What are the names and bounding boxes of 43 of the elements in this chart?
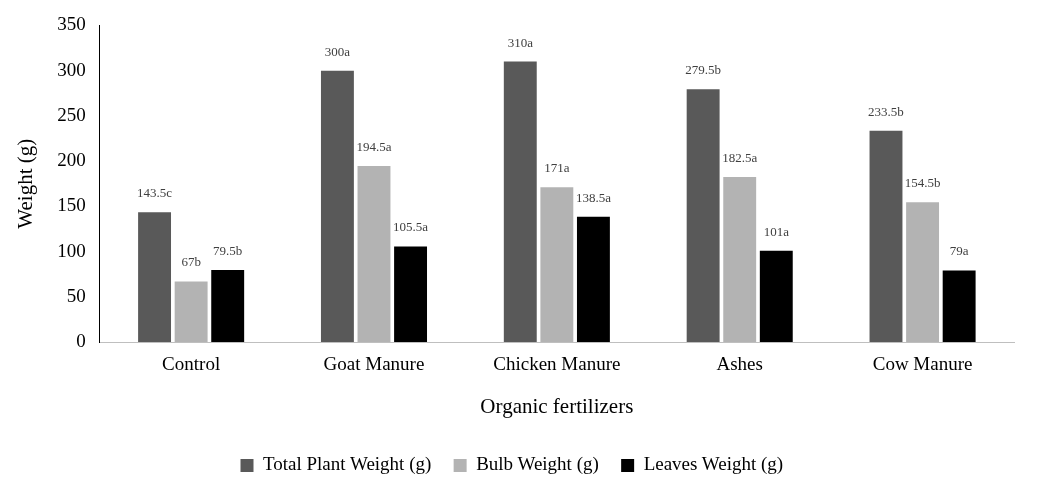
legend-label: Total Plant Weight (g) xyxy=(263,453,432,476)
bar xyxy=(211,270,245,342)
x-axis-title: Organic fertilizers xyxy=(480,393,634,418)
y-tick-label: 250 xyxy=(57,103,86,125)
data-label: 79a xyxy=(949,243,969,259)
bar xyxy=(503,61,537,342)
x-tick-label: Cow Manure xyxy=(872,353,973,375)
data-label: 182.5a xyxy=(722,149,758,165)
data-label: 233.5b xyxy=(868,103,904,119)
data-label: 105.5a xyxy=(393,219,429,235)
y-tick-label: 350 xyxy=(57,13,86,35)
data-label: 310a xyxy=(507,34,534,50)
data-label: 279.5b xyxy=(685,62,722,78)
data-label: 143.5c xyxy=(137,185,173,201)
x-tick-label: Control xyxy=(162,353,221,375)
bar xyxy=(759,250,793,342)
data-label: 101a xyxy=(763,223,790,239)
data-label: 138.5a xyxy=(575,189,612,205)
legend-label: Bulb Weight (g) xyxy=(476,453,599,476)
bar xyxy=(394,246,428,342)
x-tick-label: Chicken Manure xyxy=(493,353,621,375)
bar xyxy=(869,130,903,342)
data-label: 154.5b xyxy=(904,175,941,191)
y-tick-label: 100 xyxy=(57,239,86,261)
bar xyxy=(942,270,976,342)
y-tick-label: 150 xyxy=(57,194,86,216)
x-tick-label: Ashes xyxy=(716,353,763,375)
bar xyxy=(138,212,172,342)
y-tick-label: 50 xyxy=(66,284,86,306)
bar xyxy=(576,216,610,342)
bar xyxy=(686,89,720,342)
x-tick-label: Goat Manure xyxy=(323,353,425,375)
bar xyxy=(320,70,354,342)
y-tick-label: 300 xyxy=(57,58,86,80)
data-label: 194.5a xyxy=(356,138,392,154)
legend-label: Leaves Weight (g) xyxy=(643,453,784,476)
data-label: 171a xyxy=(544,160,570,176)
data-label: 79.5b xyxy=(213,243,243,259)
y-axis-title: Weight (g) xyxy=(13,138,38,229)
y-tick-label: 0 xyxy=(76,329,86,351)
data-label: 67b xyxy=(181,254,201,270)
data-label: 300a xyxy=(324,43,351,59)
y-tick-label: 200 xyxy=(57,149,86,171)
